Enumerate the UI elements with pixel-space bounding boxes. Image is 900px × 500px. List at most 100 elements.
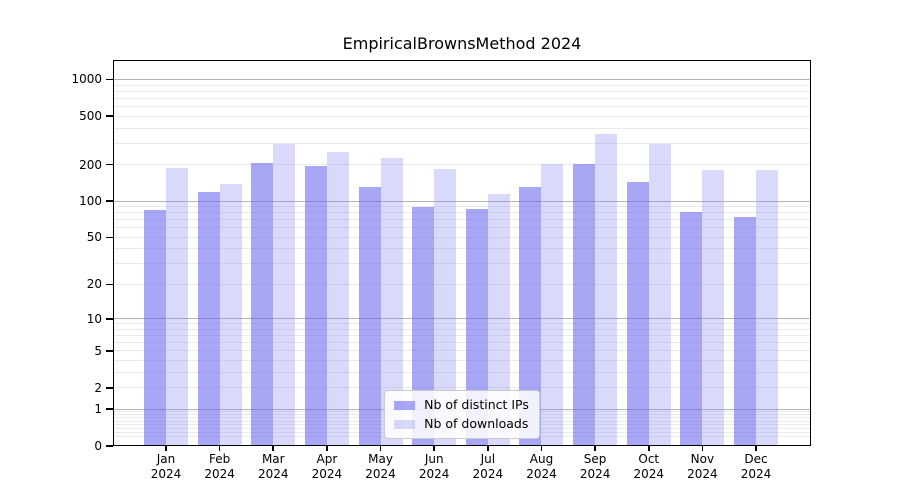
minor-gridline: [113, 106, 811, 108]
minor-gridline: [113, 323, 811, 325]
bar-downloads: [541, 164, 564, 446]
legend-item-distinct-ips: Nb of distinct IPs: [394, 397, 529, 413]
bar-downloads: [166, 168, 188, 446]
y-axis-tick-label: 500: [79, 109, 102, 124]
minor-gridline: [113, 219, 811, 221]
chart-title: EmpiricalBrownsMethod 2024: [342, 34, 582, 53]
major-gridline: [113, 318, 811, 320]
bar-distinct-ips: [734, 217, 757, 446]
x-axis-tick-label: Oct 2024: [633, 452, 665, 481]
legend: Nb of distinct IPs Nb of downloads: [384, 390, 540, 439]
x-axis-tick-label: May 2024: [365, 452, 396, 481]
y-axis-tick: [106, 445, 113, 447]
y-axis-tick-label: 100: [79, 194, 102, 209]
x-axis-tick: [540, 446, 543, 451]
legend-label-downloads: Nb of downloads: [424, 416, 529, 431]
minor-gridline: [113, 387, 811, 389]
y-axis-tick: [106, 408, 113, 411]
bar-distinct-ips: [465, 209, 488, 446]
bar-downloads: [434, 169, 457, 446]
x-axis-tick: [647, 446, 650, 451]
y-axis-tick: [106, 283, 113, 286]
x-axis-tick: [755, 446, 757, 451]
minor-gridline: [113, 350, 811, 352]
minor-gridline: [113, 115, 811, 117]
y-axis-tick: [106, 236, 113, 239]
x-axis-tick-label: Feb 2024: [204, 452, 235, 481]
minor-gridline: [113, 248, 811, 250]
bar-downloads: [756, 169, 779, 446]
minor-gridline: [113, 342, 811, 344]
minor-gridline: [113, 227, 811, 229]
x-axis-tick: [701, 446, 704, 451]
y-axis-tick-label: 1: [94, 402, 102, 417]
minor-gridline: [113, 263, 811, 265]
major-gridline: [113, 200, 811, 202]
bar-downloads: [273, 144, 296, 446]
minor-gridline: [113, 371, 811, 373]
bar-distinct-ips: [144, 209, 166, 446]
plot-area: Nb of distinct IPs Nb of downloads: [113, 60, 811, 446]
bar-distinct-ips: [519, 187, 542, 446]
bar-distinct-ips: [680, 212, 703, 446]
y-axis-tick-label: 2: [94, 380, 102, 395]
minor-gridline: [113, 328, 811, 330]
legend-item-downloads: Nb of downloads: [394, 416, 529, 432]
bar-downloads: [702, 169, 725, 446]
minor-gridline: [113, 142, 811, 144]
minor-gridline: [113, 84, 811, 86]
y-axis-tick: [106, 350, 113, 352]
minor-gridline: [113, 212, 811, 214]
bar-distinct-ips: [304, 165, 327, 446]
x-axis-tick: [218, 446, 221, 451]
y-axis-tick-label: 50: [86, 230, 102, 245]
x-axis-tick-label: Nov 2024: [687, 452, 718, 481]
legend-swatch-distinct-ips: [394, 400, 416, 410]
y-axis-tick-label: 0: [94, 439, 102, 453]
x-axis-tick-label: Apr 2024: [311, 452, 343, 481]
x-axis-tick-label: Jul 2024: [472, 452, 504, 481]
y-axis-tick: [106, 200, 113, 202]
x-axis-tick-label: Sep 2024: [579, 452, 611, 481]
bar-distinct-ips: [358, 187, 381, 446]
minor-gridline: [113, 206, 811, 208]
bar-distinct-ips: [251, 163, 274, 446]
bar-downloads: [487, 194, 510, 446]
x-axis-tick: [433, 446, 435, 451]
x-axis-tick-label: Mar 2024: [257, 452, 289, 481]
x-axis-tick: [487, 446, 489, 451]
bar-distinct-ips: [626, 181, 649, 446]
legend-swatch-downloads: [394, 419, 416, 429]
bar-downloads: [380, 158, 403, 446]
y-axis-tick-label: 200: [79, 157, 102, 172]
y-axis-tick-label: 1000: [71, 72, 102, 87]
y-axis-tick-label: 10: [86, 311, 102, 326]
bar-distinct-ips: [197, 192, 220, 446]
x-axis-tick: [326, 446, 328, 451]
bar-downloads: [326, 151, 349, 446]
minor-gridline: [113, 164, 811, 166]
minor-gridline: [113, 335, 811, 337]
bar-distinct-ips: [573, 164, 596, 446]
x-axis-tick: [272, 446, 275, 451]
minor-gridline: [113, 97, 811, 99]
bar-downloads: [648, 144, 671, 446]
y-axis-tick: [106, 317, 113, 320]
legend-label-distinct-ips: Nb of distinct IPs: [424, 397, 529, 412]
y-axis-tick: [106, 386, 113, 389]
minor-gridline: [113, 360, 811, 362]
minor-gridline: [113, 236, 811, 238]
minor-gridline: [113, 283, 811, 285]
major-gridline: [113, 78, 811, 81]
x-axis-tick-label: Aug 2024: [526, 452, 557, 481]
bar-downloads: [595, 133, 618, 446]
y-axis-tick: [106, 78, 113, 81]
x-axis-tick-label: Jan 2024: [150, 452, 182, 481]
bar-distinct-ips: [412, 206, 435, 446]
y-axis-tick: [106, 163, 113, 166]
x-axis-tick-label: Jun 2024: [418, 452, 450, 481]
minor-gridline: [113, 127, 811, 129]
y-axis-tick: [106, 115, 113, 117]
y-axis-tick-label: 20: [86, 277, 102, 292]
